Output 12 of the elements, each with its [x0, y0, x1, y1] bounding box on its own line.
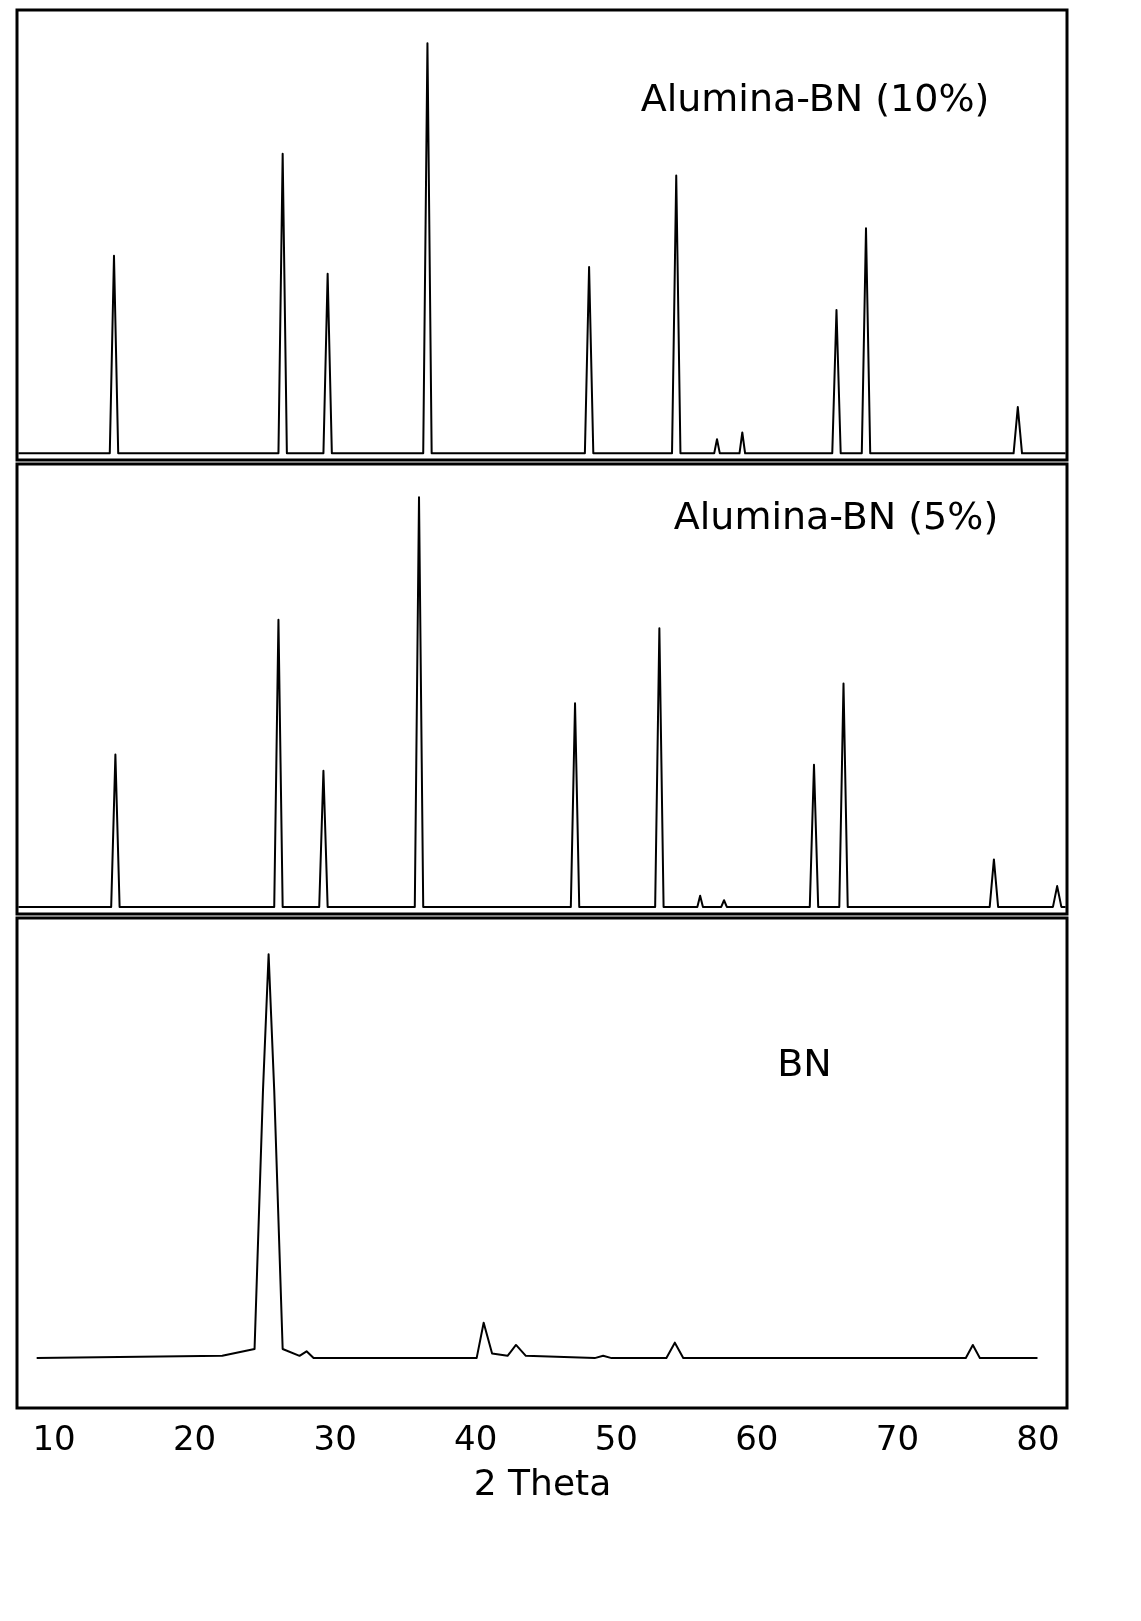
x-tick-label: 40	[454, 1417, 498, 1458]
x-tick-label: 60	[735, 1417, 779, 1458]
series-label: Alumina-BN (10%)	[640, 76, 990, 120]
x-tick-label: 10	[32, 1417, 76, 1458]
x-tick-label: 20	[172, 1417, 217, 1458]
x-axis-title: 2 Theta	[473, 1461, 612, 1503]
x-tick-label: 30	[313, 1417, 357, 1458]
x-tick-label: 80	[1016, 1417, 1060, 1458]
text: Alumina-BN (5%)	[673, 494, 999, 538]
x-tick-label: 70	[875, 1417, 920, 1458]
text: BN	[777, 1041, 832, 1085]
x-tick-label: 50	[594, 1417, 638, 1458]
